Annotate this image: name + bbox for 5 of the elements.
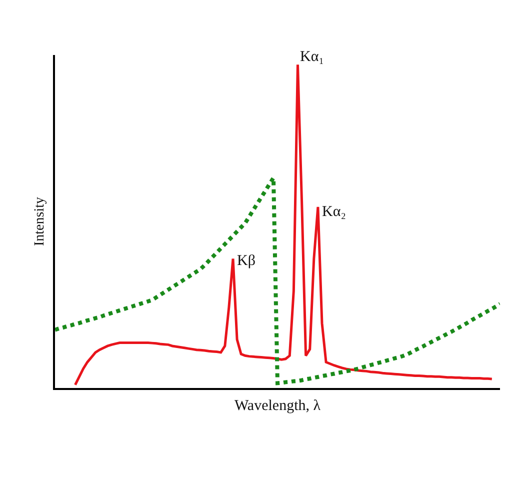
annotation: Kα₂ [322,204,346,220]
annotation: Kα₁ [300,49,324,65]
annotation: Kβ [237,253,256,269]
y-axis-title: Intensity [32,197,48,246]
x-axis-title: Wavelength, λ [234,398,322,414]
